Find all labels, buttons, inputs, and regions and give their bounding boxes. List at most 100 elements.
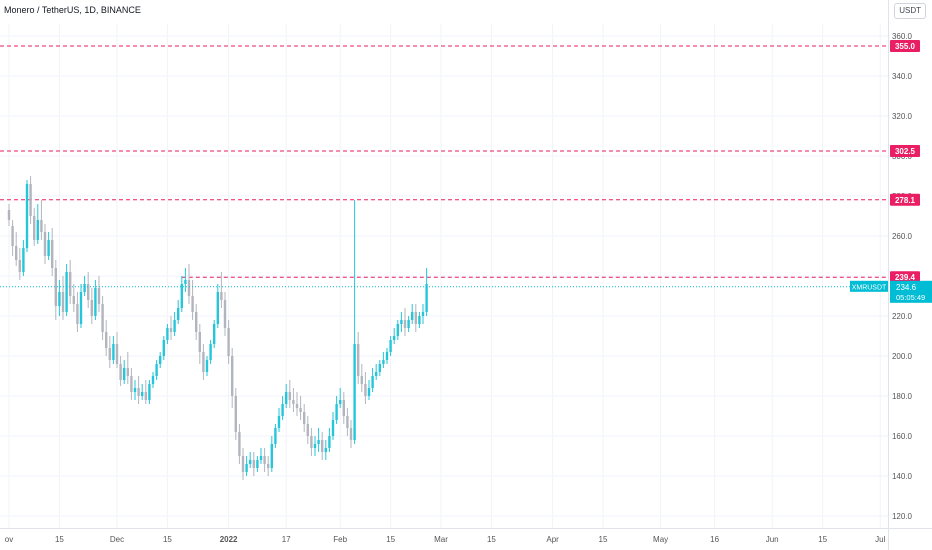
candle-body — [313, 444, 317, 448]
candle-body — [256, 460, 259, 468]
candle-body — [133, 388, 137, 392]
candle-body — [141, 392, 144, 396]
candle-body — [378, 364, 381, 372]
x-tick-label: 2022 — [220, 535, 238, 544]
candle-body — [25, 184, 29, 248]
y-tick-label: 160.0 — [892, 432, 913, 441]
candle-body — [339, 400, 342, 404]
candle-body — [389, 340, 392, 352]
candle-body — [43, 232, 47, 256]
candle-body — [364, 384, 367, 396]
candle-body — [241, 456, 245, 472]
candle-body — [195, 312, 198, 332]
candle-body — [97, 288, 101, 304]
candle-body — [360, 376, 363, 384]
candle-body — [407, 320, 410, 328]
candle-body — [324, 448, 327, 452]
y-tick-label: 200.0 — [892, 352, 913, 361]
candle-body — [245, 464, 248, 472]
candle-body — [310, 436, 313, 448]
candle-body — [29, 184, 32, 216]
y-tick-label: 320.0 — [892, 112, 913, 121]
candle-body — [79, 292, 83, 324]
candle-body — [155, 364, 158, 376]
level-price-tag[interactable] — [890, 271, 920, 284]
candle-body — [108, 348, 111, 360]
candle-body — [367, 388, 371, 396]
candle-body — [105, 332, 108, 348]
current-price-tag — [890, 280, 932, 303]
candle-body — [220, 292, 223, 300]
candle-body — [169, 328, 173, 332]
candle-body — [270, 444, 273, 468]
candle-body — [40, 220, 43, 232]
x-tick-label: Feb — [333, 535, 347, 544]
candle-body — [69, 272, 72, 296]
candle-body — [22, 248, 25, 272]
candle-body — [403, 320, 407, 328]
candle-body — [36, 220, 39, 240]
candle-body — [331, 420, 335, 436]
candle-body — [357, 344, 360, 376]
x-tick-label: Mar — [434, 535, 448, 544]
candle-body — [234, 396, 237, 432]
candle-body — [216, 292, 219, 324]
level-price-tag[interactable] — [890, 145, 920, 157]
candle-body — [299, 408, 302, 412]
candle-body — [321, 440, 324, 452]
y-tick-label: 340.0 — [892, 72, 913, 81]
x-tick-label: May — [653, 535, 668, 544]
y-tick-label: 180.0 — [892, 392, 913, 401]
candle-body — [267, 464, 270, 468]
x-tick-label: 15 — [163, 535, 172, 544]
candle-body — [148, 384, 151, 400]
candle-body — [101, 304, 104, 332]
candle-body — [249, 460, 252, 464]
x-tick-label: 15 — [55, 535, 64, 544]
candle-body — [252, 460, 255, 468]
candle-body — [51, 240, 54, 268]
candle-body — [263, 456, 266, 464]
candle-body — [166, 328, 169, 340]
candle-body — [58, 292, 61, 306]
candle-body — [180, 284, 183, 308]
candle-body — [144, 392, 147, 400]
level-price-label: 355.0 — [895, 42, 916, 51]
x-tick-label: Jun — [766, 535, 779, 544]
y-tick-label: 360.0 — [892, 32, 913, 41]
candle-body — [259, 456, 263, 460]
x-tick-label: Jul — [875, 535, 885, 544]
candle-body — [159, 356, 162, 364]
candle-body — [306, 424, 309, 436]
candle-body — [295, 404, 299, 408]
candle-body — [7, 210, 11, 220]
candle-body — [61, 292, 65, 312]
level-price-tag[interactable] — [890, 193, 920, 206]
x-tick-label: 16 — [710, 535, 719, 544]
candle-body — [184, 280, 187, 284]
currency-button[interactable]: USDT — [894, 3, 926, 19]
candle-body — [205, 360, 209, 372]
candle-body — [385, 352, 389, 360]
candle-body — [202, 352, 205, 372]
candle-body — [396, 324, 399, 336]
x-tick-label: 17 — [282, 535, 291, 544]
level-price-label: 239.4 — [895, 273, 916, 282]
candle-body — [393, 336, 396, 340]
candle-body — [33, 216, 36, 240]
candle-body — [76, 304, 79, 324]
current-price-label: 234.6 — [896, 283, 917, 292]
candle-body — [123, 368, 126, 380]
candle-body — [303, 412, 306, 424]
level-price-tag[interactable] — [890, 40, 920, 52]
x-tick-label: 15 — [487, 535, 496, 544]
candle-body — [15, 246, 18, 260]
x-tick-label: Dec — [110, 535, 124, 544]
candle-body — [288, 392, 291, 400]
candle-body — [328, 436, 331, 448]
y-tick-label: 120.0 — [892, 512, 913, 521]
candle-body — [137, 388, 140, 396]
candle-body — [151, 376, 155, 384]
x-tick-label: ov — [5, 535, 13, 544]
